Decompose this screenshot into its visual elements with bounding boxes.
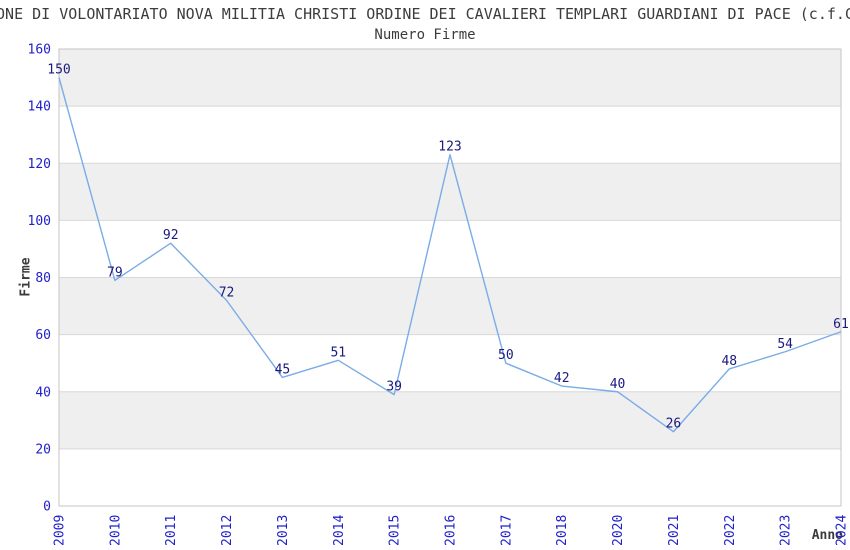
x-tick-label: 2020 xyxy=(611,515,626,546)
plot-band xyxy=(59,163,841,221)
chart-title: ONE DI VOLONTARIATO NOVA MILITIA CHRISTI… xyxy=(0,5,850,23)
x-tick-label: 2012 xyxy=(220,515,235,546)
plot-band xyxy=(59,277,841,335)
x-tick-label: 2010 xyxy=(108,515,123,546)
y-tick-label: 160 xyxy=(28,43,51,58)
x-tick-label: 2015 xyxy=(388,515,403,546)
plot-band xyxy=(59,391,841,449)
point-label: 123 xyxy=(438,140,461,155)
point-label: 61 xyxy=(833,317,849,332)
y-tick-label: 140 xyxy=(28,100,51,115)
x-tick-label: 2009 xyxy=(53,515,68,546)
point-label: 40 xyxy=(610,377,626,392)
x-tick-label: 2016 xyxy=(444,515,459,546)
point-label: 150 xyxy=(47,63,70,78)
x-tick-label: 2021 xyxy=(667,515,682,546)
point-label: 39 xyxy=(386,380,402,395)
x-tick-label: 2017 xyxy=(499,515,514,546)
chart-subtitle: Numero Firme xyxy=(374,27,476,43)
point-label: 72 xyxy=(219,285,235,300)
point-label: 42 xyxy=(554,371,570,386)
point-label: 45 xyxy=(275,362,291,377)
point-label: 26 xyxy=(666,417,682,432)
point-label: 92 xyxy=(163,228,179,243)
x-tick-label: 2024 xyxy=(835,515,850,546)
y-tick-label: 60 xyxy=(35,328,51,343)
y-tick-label: 80 xyxy=(35,271,51,286)
point-label: 79 xyxy=(107,265,123,280)
series-line xyxy=(58,77,842,433)
y-tick-label: 100 xyxy=(28,214,51,229)
plot-border xyxy=(58,48,842,507)
x-tick-label: 2023 xyxy=(779,515,794,546)
x-tick-label: 2011 xyxy=(164,515,179,546)
x-tick-label: 2013 xyxy=(276,515,291,546)
point-label: 48 xyxy=(721,354,737,369)
y-tick-label: 0 xyxy=(43,500,51,515)
point-label: 50 xyxy=(498,348,514,363)
x-tick-label: 2022 xyxy=(723,515,738,546)
point-label: 51 xyxy=(330,345,346,360)
x-tick-label: 2018 xyxy=(555,515,570,546)
plot-band xyxy=(59,49,841,107)
y-tick-label: 120 xyxy=(28,157,51,172)
y-tick-label: 20 xyxy=(35,442,51,457)
point-label: 54 xyxy=(777,337,793,352)
x-axis-label: Anno xyxy=(811,528,843,543)
x-tick-label: 2014 xyxy=(332,515,347,546)
y-tick-label: 40 xyxy=(35,385,51,400)
